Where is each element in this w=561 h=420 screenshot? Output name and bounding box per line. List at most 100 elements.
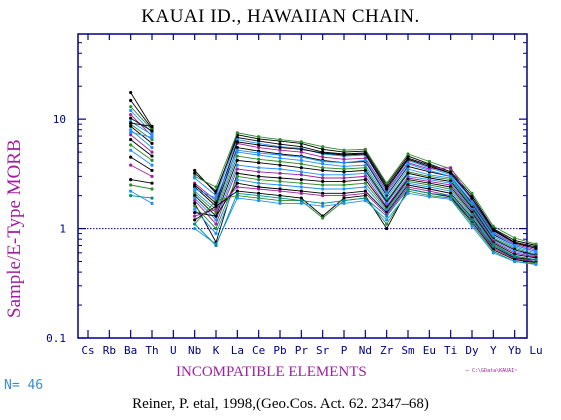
data-point [342,187,346,191]
data-point [342,199,346,203]
data-point [129,105,133,109]
data-point [193,207,197,211]
data-point [321,173,325,177]
data-point [278,159,282,164]
data-point [235,154,239,158]
series-9 [129,124,538,257]
data-point [193,171,197,175]
series-line [130,114,537,251]
data-point [150,141,154,146]
data-point [363,171,367,175]
data-point [129,113,133,117]
data-point [427,168,431,173]
x-tick-label-pb: Pb [273,344,286,357]
data-point [299,181,303,185]
data-point [342,191,346,195]
data-point [214,243,218,248]
x-tick-label-cs: Cs [81,344,94,357]
data-point [193,168,197,173]
data-point [150,174,154,178]
data-point [129,128,133,132]
data-point [257,143,261,147]
data-point [513,243,517,248]
data-point [299,166,303,170]
x-tick-label-yb: Yb [508,344,521,357]
data-point [257,178,261,182]
data-point [129,121,133,125]
data-point [321,194,325,198]
data-point [406,167,410,171]
data-point [470,191,474,195]
data-point [235,163,239,167]
data-point [150,124,154,128]
x-tick-label-zr: Zr [380,344,394,357]
data-point [235,191,239,195]
data-point [257,135,261,139]
data-point [278,148,282,152]
data-point [193,218,197,222]
data-point [193,194,197,198]
data-point [321,201,325,205]
data-point [363,156,367,160]
series-lines-group [129,90,538,267]
data-point [129,143,133,147]
data-point [129,130,133,134]
data-point [129,138,133,142]
data-point [257,157,261,161]
data-point [278,138,282,142]
data-point [299,199,303,203]
data-point [385,226,389,231]
series-line [130,121,537,254]
data-point [129,189,133,193]
data-point [235,171,239,175]
data-point [235,145,239,150]
data-point [449,166,453,170]
series-line [130,122,537,249]
x-tick-label-u: U [170,344,177,357]
data-point [321,162,325,166]
ticks-group: 0.1 1 10 Cs Rb Ba Th U Nb K La Ce Pb Pr Sr P Nd Zr Sm Eu Ti D… [46,33,543,357]
data-point [534,246,538,250]
data-point [385,214,389,218]
data-point [193,204,197,208]
data-point [342,176,346,180]
data-point [342,201,346,205]
data-point [342,164,346,168]
data-point [363,199,367,203]
data-point [299,185,303,189]
data-point [129,183,133,187]
data-point [299,201,303,205]
x-tick-label-nb: Nb [188,344,201,357]
series-19 [129,189,538,267]
data-point [235,185,239,189]
plot-frame [77,33,528,339]
data-point [150,135,154,140]
data-point [321,216,325,220]
data-point [235,158,239,162]
data-point [129,178,133,182]
data-point [342,196,346,200]
data-point [449,197,453,201]
x-tick-label-pr: Pr [295,344,309,357]
data-point [278,196,282,200]
x-tick-label-y: Y [490,344,497,357]
data-point [150,133,154,137]
data-point [235,148,239,152]
data-point [235,189,239,193]
data-point [513,254,517,258]
file-path-note: ← C:\GData\KAUAI~ [466,368,518,374]
data-point [214,231,218,236]
data-point [427,159,431,164]
data-point [193,196,197,200]
x-tick-label-eu: Eu [423,344,436,357]
data-point [385,181,389,185]
data-point [385,201,389,205]
y-tick-label: 0.1 [46,332,66,345]
data-point [278,163,282,167]
data-point [406,157,410,161]
data-point [385,218,389,222]
data-point [235,181,239,185]
x-tick-label-sm: Sm [401,344,415,357]
series-17 [129,178,538,265]
y-tick-label: 1 [59,223,66,236]
